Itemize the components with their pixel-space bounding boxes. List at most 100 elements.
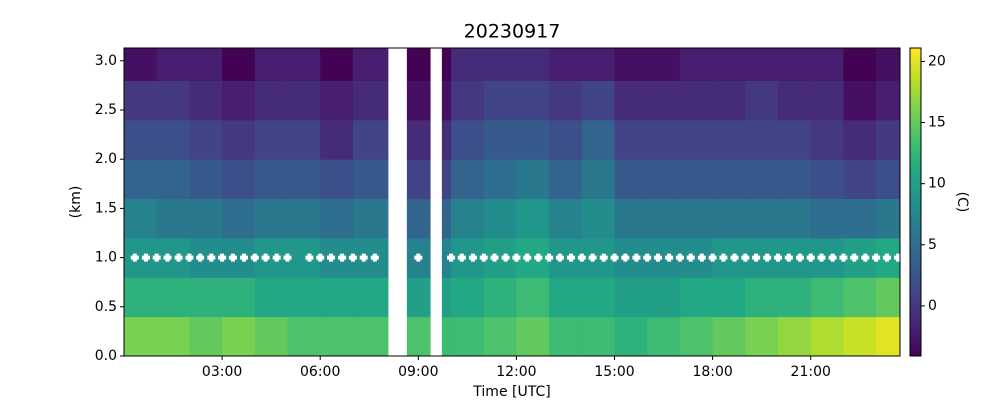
marker: [283, 253, 292, 262]
heatmap-cell: [581, 316, 616, 357]
heatmap-cell: [712, 316, 746, 357]
heatmap-cell: [287, 48, 321, 81]
heatmap-cell: [614, 277, 648, 318]
colorbar: [909, 47, 922, 357]
heatmap-cell: [778, 277, 812, 318]
heatmap-cell: [549, 277, 583, 318]
marker: [872, 253, 881, 262]
heatmap-cell: [483, 119, 517, 160]
marker: [130, 253, 139, 262]
heatmap-cell: [876, 80, 901, 121]
heatmap-cell: [679, 48, 714, 81]
marker: [348, 253, 357, 262]
heatmap-cell: [451, 198, 485, 239]
heatmap-cell: [712, 80, 746, 121]
heatmap-cell: [516, 316, 550, 357]
heatmap-cell: [712, 48, 746, 81]
colorbar-tick-label: 5: [928, 237, 937, 253]
marker: [774, 253, 783, 262]
heatmap-cell: [406, 277, 431, 318]
marker: [228, 253, 237, 262]
heatmap-cell: [843, 237, 877, 278]
heatmap-cell: [222, 48, 256, 81]
marker: [534, 253, 543, 262]
heatmap-cell: [778, 316, 812, 357]
heatmap-cell: [287, 198, 321, 239]
heatmap-cell: [679, 119, 714, 160]
x-tick-label: 03:00: [202, 364, 242, 380]
heatmap-cell: [516, 80, 550, 121]
heatmap-cell: [451, 277, 485, 318]
heatmap-cell: [843, 159, 877, 200]
x-tick-label: 15:00: [594, 364, 634, 380]
heatmap-cell: [406, 159, 431, 200]
heatmap-cell: [352, 80, 389, 121]
heatmap-cell: [254, 277, 289, 318]
x-tick-label: 09:00: [398, 364, 438, 380]
heatmap-cell: [124, 237, 158, 278]
heatmap-cell: [647, 80, 681, 121]
heatmap-cell: [441, 198, 452, 239]
heatmap-cell: [124, 316, 158, 357]
heatmap-cell: [810, 198, 844, 239]
heatmap-cell: [287, 159, 321, 200]
x-tick-label: 18:00: [692, 364, 732, 380]
heatmap-cell: [352, 277, 389, 318]
heatmap-cell: [549, 316, 583, 357]
colorbar-tick-label: 20: [928, 53, 946, 69]
y-tick-label: 2.0: [95, 151, 117, 167]
marker: [447, 253, 456, 262]
heatmap-cell: [549, 159, 583, 200]
heatmap-cell: [810, 48, 844, 81]
heatmap-cell: [647, 316, 681, 357]
heatmap-cell: [745, 119, 779, 160]
marker: [567, 253, 576, 262]
heatmap-cell: [222, 159, 256, 200]
heatmap-cell: [778, 119, 812, 160]
heatmap-cell: [843, 198, 877, 239]
x-axis-label: Time [UTC]: [472, 384, 550, 400]
heatmap-cell: [254, 316, 289, 357]
heatmap-cell: [320, 80, 354, 121]
marker: [817, 253, 826, 262]
marker: [708, 253, 717, 262]
heatmap-cell: [549, 237, 583, 278]
colorbar-tick-label: 15: [928, 115, 946, 131]
heatmap-cell: [189, 159, 223, 200]
heatmap-cell: [581, 48, 616, 81]
x-tick-label: 21:00: [791, 364, 831, 380]
heatmap-cell: [745, 159, 779, 200]
marker: [152, 253, 161, 262]
heatmap-cell: [712, 237, 746, 278]
heatmap-cell: [222, 119, 256, 160]
heatmap-cell: [614, 119, 648, 160]
heatmap-cell: [320, 159, 354, 200]
heatmap-cell: [810, 159, 844, 200]
heatmap-cell: [254, 80, 289, 121]
heatmap-cell: [843, 48, 877, 81]
heatmap-cell: [549, 80, 583, 121]
heatmap-cell: [810, 316, 844, 357]
heatmap-cell: [189, 277, 223, 318]
heatmap-cell: [516, 119, 550, 160]
marker: [752, 253, 761, 262]
y-axis-label: (km): [68, 186, 84, 219]
marker: [207, 253, 216, 262]
heatmap-cell: [745, 80, 779, 121]
marker: [490, 253, 499, 262]
x-tick-label: 12:00: [496, 364, 536, 380]
marker: [719, 253, 728, 262]
heatmap-cell: [712, 198, 746, 239]
heatmap-cell: [483, 80, 517, 121]
heatmap-cell: [287, 237, 321, 278]
heatmap-cell: [189, 119, 223, 160]
heatmap-cell: [581, 159, 616, 200]
marker: [523, 253, 532, 262]
heatmap-cell: [320, 237, 354, 278]
marker: [599, 253, 608, 262]
marker: [610, 253, 619, 262]
heatmap-cell: [352, 237, 389, 278]
heatmap-cell: [483, 277, 517, 318]
heatmap-cell: [810, 237, 844, 278]
marker: [545, 253, 554, 262]
